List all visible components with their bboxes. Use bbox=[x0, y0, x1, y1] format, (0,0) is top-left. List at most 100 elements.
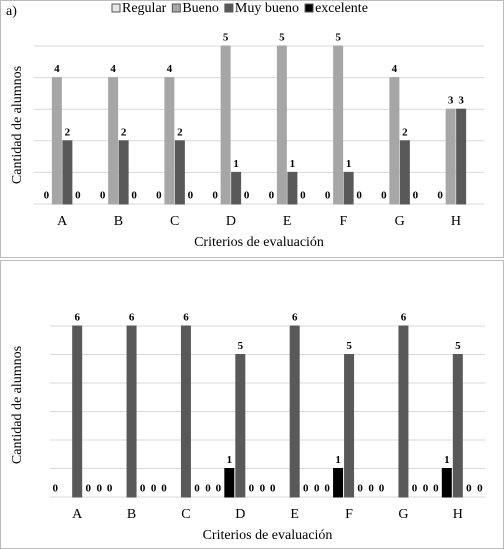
value-label: 0 bbox=[156, 190, 162, 202]
value-label: 5 bbox=[279, 32, 285, 44]
bar bbox=[343, 171, 354, 205]
x-tick-label: H bbox=[453, 507, 463, 522]
value-label: 0 bbox=[140, 483, 146, 495]
x-tick-label: G bbox=[398, 507, 408, 522]
x-tick-label: H bbox=[451, 214, 461, 229]
y-axis-label: Cantidad de alumnos bbox=[10, 346, 25, 464]
value-label: 0 bbox=[269, 190, 275, 202]
value-label: 2 bbox=[402, 126, 408, 138]
bar bbox=[276, 45, 287, 205]
panel-frame bbox=[0, 0, 504, 258]
x-tick-label: A bbox=[57, 214, 68, 229]
value-label: 0 bbox=[131, 190, 137, 202]
bar bbox=[72, 325, 83, 498]
x-tick-label: G bbox=[395, 214, 405, 229]
value-label: 0 bbox=[205, 483, 211, 495]
legend-swatch bbox=[224, 3, 234, 13]
legend-label: Regular bbox=[122, 1, 167, 16]
value-label: 2 bbox=[121, 126, 127, 138]
value-label: 0 bbox=[381, 190, 387, 202]
value-label: 0 bbox=[244, 190, 250, 202]
value-label: 0 bbox=[270, 483, 276, 495]
legend-label: excelente bbox=[315, 1, 368, 16]
bar bbox=[231, 171, 242, 205]
value-label: 0 bbox=[75, 190, 81, 202]
value-label: 1 bbox=[335, 454, 341, 466]
value-label: 0 bbox=[100, 190, 106, 202]
value-label: 3 bbox=[458, 95, 464, 107]
value-label: 0 bbox=[437, 190, 443, 202]
value-label: 1 bbox=[227, 454, 233, 466]
legend-label: Muy bueno bbox=[235, 1, 299, 16]
bar bbox=[118, 140, 129, 205]
x-axis-label: Criterios de evaluación bbox=[203, 528, 333, 543]
value-label: 0 bbox=[216, 483, 222, 495]
value-label: 4 bbox=[167, 63, 173, 75]
value-label: 6 bbox=[74, 312, 80, 324]
value-label: 0 bbox=[300, 190, 306, 202]
bar bbox=[62, 140, 73, 205]
x-tick-label: C bbox=[181, 507, 190, 522]
legend-swatch bbox=[111, 3, 121, 13]
x-tick-label: D bbox=[235, 507, 245, 522]
value-label: 0 bbox=[324, 483, 330, 495]
value-label: 2 bbox=[177, 126, 183, 138]
value-label: 0 bbox=[423, 483, 429, 495]
value-label: 0 bbox=[85, 483, 91, 495]
bar bbox=[108, 77, 119, 205]
legend-label: Bueno bbox=[182, 1, 219, 16]
value-label: 5 bbox=[346, 340, 352, 352]
value-label: 0 bbox=[249, 483, 255, 495]
value-label: 0 bbox=[52, 483, 58, 495]
value-label: 0 bbox=[356, 190, 362, 202]
value-label: 0 bbox=[466, 483, 472, 495]
bar bbox=[399, 140, 410, 205]
bar bbox=[235, 354, 246, 498]
bar bbox=[445, 108, 456, 205]
bar bbox=[452, 354, 463, 498]
value-label: 6 bbox=[292, 312, 298, 324]
value-label: 5 bbox=[238, 340, 244, 352]
value-label: 0 bbox=[368, 483, 374, 495]
bar bbox=[164, 77, 175, 205]
value-label: 0 bbox=[314, 483, 320, 495]
x-tick-label: B bbox=[114, 214, 123, 229]
value-label: 6 bbox=[129, 312, 135, 324]
value-label: 0 bbox=[96, 483, 102, 495]
value-label: 5 bbox=[455, 340, 461, 352]
value-label: 0 bbox=[413, 190, 419, 202]
value-label: 1 bbox=[346, 158, 352, 170]
value-label: 5 bbox=[335, 32, 341, 44]
x-tick-label: C bbox=[170, 214, 179, 229]
value-label: 0 bbox=[325, 190, 331, 202]
bar bbox=[126, 325, 137, 498]
bar bbox=[441, 468, 452, 498]
legend-swatch bbox=[171, 3, 181, 13]
bar bbox=[398, 325, 409, 498]
value-label: 0 bbox=[161, 483, 167, 495]
value-label: 6 bbox=[183, 312, 189, 324]
bar bbox=[51, 77, 62, 205]
value-label: 0 bbox=[212, 190, 218, 202]
value-label: 0 bbox=[477, 483, 483, 495]
x-tick-label: E bbox=[290, 507, 299, 522]
x-tick-label: F bbox=[339, 214, 347, 229]
bar bbox=[220, 45, 231, 205]
x-tick-label: A bbox=[72, 507, 83, 522]
value-label: 0 bbox=[194, 483, 200, 495]
value-label: 2 bbox=[65, 126, 71, 138]
value-label: 0 bbox=[412, 483, 418, 495]
value-label: 1 bbox=[233, 158, 239, 170]
bar bbox=[333, 45, 344, 205]
chart-title: a) bbox=[6, 4, 17, 19]
value-label: 0 bbox=[260, 483, 266, 495]
value-label: 0 bbox=[379, 483, 385, 495]
x-tick-label: D bbox=[226, 214, 236, 229]
x-tick-label: F bbox=[345, 507, 353, 522]
bar bbox=[456, 108, 467, 205]
value-label: 4 bbox=[392, 63, 398, 75]
legend-swatch bbox=[304, 3, 314, 13]
value-label: 0 bbox=[151, 483, 157, 495]
x-tick-label: B bbox=[127, 507, 136, 522]
